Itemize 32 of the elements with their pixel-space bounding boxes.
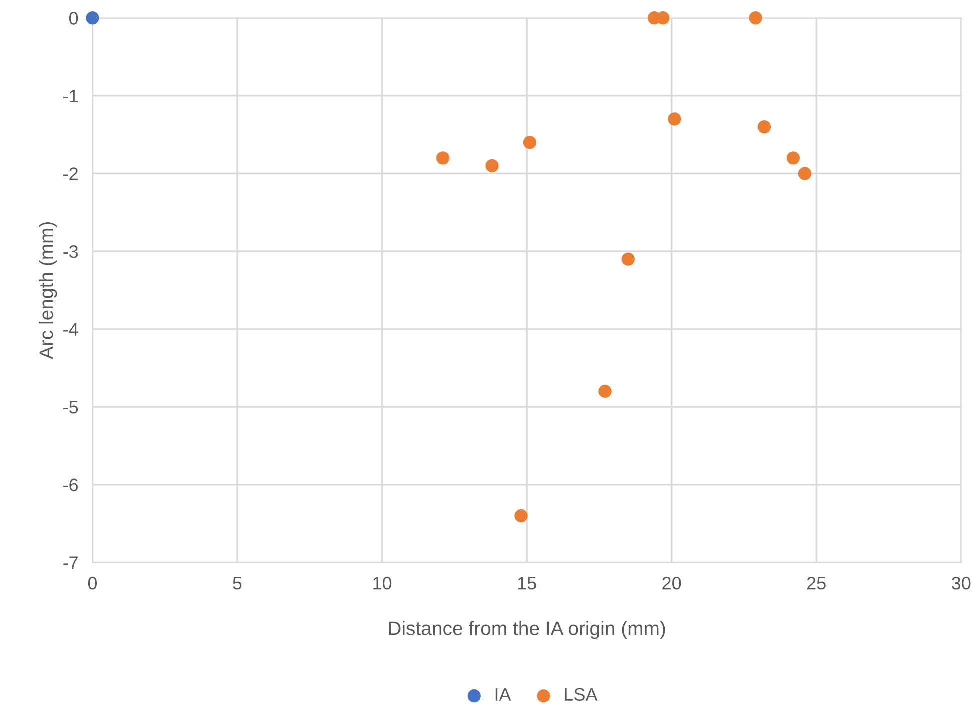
- y-tick-label: -3: [64, 245, 78, 258]
- y-tick-label: -4: [64, 323, 78, 336]
- point: [798, 167, 812, 180]
- y-tick-label: -1: [64, 90, 78, 102]
- x-tick-label: 5: [233, 577, 242, 590]
- x-tick-label: 25: [807, 577, 826, 590]
- x-tick-label: 0: [88, 577, 98, 590]
- point: [598, 384, 612, 398]
- x-tick-label: 10: [374, 577, 392, 590]
- y-tick-label: -5: [64, 401, 78, 414]
- point: [523, 136, 537, 150]
- y-tick-label: -7: [64, 556, 78, 570]
- y-tick-label: 0: [69, 12, 78, 25]
- y-tick-label: -2: [64, 168, 78, 180]
- x-axis-title: Distance from the IA origin (mm): [389, 621, 666, 640]
- y-tick-label: -6: [64, 478, 78, 492]
- legend-label: LSA: [565, 688, 598, 702]
- point: [86, 12, 100, 25]
- point: [758, 120, 772, 134]
- point: [656, 12, 670, 25]
- point: [436, 152, 450, 165]
- point: [749, 12, 762, 25]
- x-tick-label: 15: [518, 577, 536, 590]
- point: [514, 509, 528, 523]
- point: [668, 112, 682, 126]
- point: [486, 159, 499, 173]
- y-axis-title: Arc length (mm): [39, 222, 58, 360]
- x-tick-label: 30: [952, 577, 971, 590]
- x-tick-label: 20: [662, 577, 682, 590]
- legend-label: IA: [496, 688, 512, 701]
- point: [786, 152, 800, 165]
- point: [622, 252, 635, 266]
